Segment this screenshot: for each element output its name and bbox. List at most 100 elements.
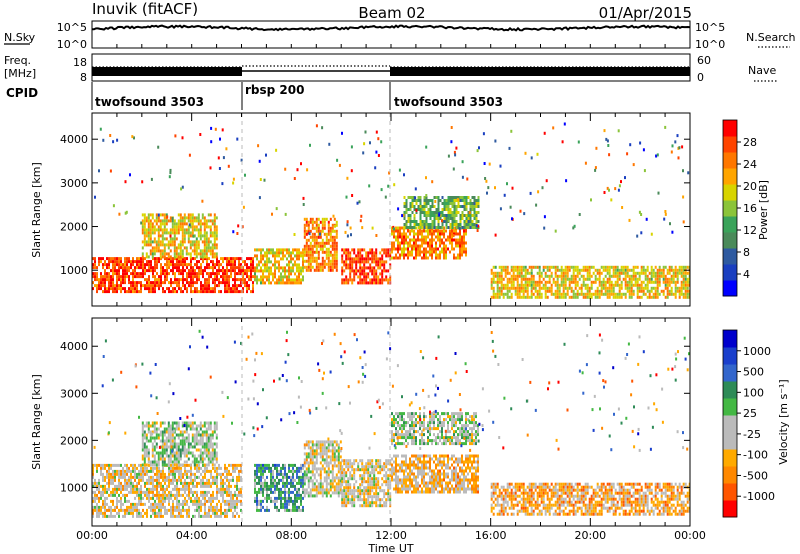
echo-cell xyxy=(644,277,647,281)
echo-cell xyxy=(188,481,190,485)
echo-cell xyxy=(114,478,116,482)
echo-cell xyxy=(201,433,204,437)
echo-cell xyxy=(145,216,148,220)
echo-cell xyxy=(534,295,537,299)
echo-cell xyxy=(471,214,474,217)
echo-cell xyxy=(151,448,154,452)
echo-cell xyxy=(202,257,204,261)
echo-cell xyxy=(628,218,631,222)
echo-cell xyxy=(417,232,419,236)
echo-cell xyxy=(148,269,150,273)
echo-cell xyxy=(224,272,226,276)
echo-cell xyxy=(272,254,274,258)
echo-cell xyxy=(210,126,213,130)
echo-cell xyxy=(628,277,631,281)
echo-cell xyxy=(510,280,513,284)
echo-cell xyxy=(169,430,172,434)
echo-cell xyxy=(532,286,535,290)
echo-cell xyxy=(425,214,428,217)
echo-cell xyxy=(429,241,431,245)
echo-cell xyxy=(654,286,657,290)
echo-cell xyxy=(190,275,192,279)
echo-cell xyxy=(498,289,501,293)
echo-cell xyxy=(654,289,657,293)
echo-cell xyxy=(106,278,108,282)
echo-cell xyxy=(114,463,116,467)
echo-cell xyxy=(307,262,310,266)
echo-cell xyxy=(441,232,443,236)
echo-cell xyxy=(150,496,152,500)
echo-cell xyxy=(558,295,561,299)
echo-cell xyxy=(401,238,403,242)
echo-cell xyxy=(221,128,224,132)
echo-cell xyxy=(215,237,218,241)
echo-cell xyxy=(160,469,162,473)
echo-cell xyxy=(172,472,174,476)
echo-cell xyxy=(195,240,198,244)
echo-cell xyxy=(278,266,280,270)
echo-cell xyxy=(260,251,262,255)
echo-cell xyxy=(506,295,509,299)
echo-cell xyxy=(473,196,476,199)
echo-cell xyxy=(602,286,605,290)
echo-cell xyxy=(145,463,148,467)
echo-cell xyxy=(600,292,603,296)
echo-cell xyxy=(636,295,639,299)
echo-cell xyxy=(449,223,452,226)
echo-cell xyxy=(224,481,226,485)
echo-cell xyxy=(210,260,212,264)
echo-cell xyxy=(658,268,661,272)
echo-cell xyxy=(415,241,417,245)
echo-cell xyxy=(124,263,126,267)
echo-cell xyxy=(473,202,476,205)
echo-cell xyxy=(168,508,170,512)
echo-cell xyxy=(598,268,601,272)
echo-cell xyxy=(576,292,579,296)
echo-cell xyxy=(616,295,619,299)
echo-cell xyxy=(118,272,120,276)
echo-cell xyxy=(158,278,160,282)
colorbar-swatch xyxy=(723,184,737,201)
echo-cell xyxy=(455,214,458,217)
echo-cell xyxy=(178,284,180,288)
echo-cell xyxy=(167,427,170,431)
echo-cell xyxy=(461,244,463,248)
echo-cell xyxy=(628,295,631,299)
echo-cell xyxy=(465,220,468,223)
echo-cell xyxy=(335,220,338,224)
echo-cell xyxy=(200,481,202,485)
echo-cell xyxy=(166,496,168,500)
echo-cell xyxy=(112,478,114,482)
echo-cell xyxy=(140,284,142,288)
echo-cell xyxy=(152,266,154,270)
echo-cell xyxy=(664,265,667,269)
echo-cell xyxy=(157,436,160,440)
echo-cell xyxy=(205,436,208,440)
echo-cell xyxy=(315,268,318,272)
echo-cell xyxy=(266,508,268,512)
echo-cell xyxy=(204,469,206,473)
echo-cell xyxy=(429,232,431,236)
echo-cell xyxy=(421,250,423,254)
echo-cell xyxy=(102,514,104,518)
echo-cell xyxy=(141,463,144,467)
echo-cell xyxy=(292,281,294,285)
echo-cell xyxy=(360,214,363,218)
echo-cell xyxy=(138,496,140,500)
echo-cell xyxy=(303,253,306,257)
echo-cell xyxy=(315,124,318,128)
echo-cell xyxy=(160,496,162,500)
echo-cell xyxy=(341,278,344,282)
echo-cell xyxy=(578,268,581,272)
echo-cell xyxy=(552,280,555,284)
echo-cell xyxy=(427,199,430,202)
echo-cell xyxy=(524,151,527,155)
echo-cell xyxy=(473,223,476,226)
echo-cell xyxy=(518,268,521,272)
echo-cell xyxy=(192,290,194,294)
echo-cell xyxy=(187,424,190,428)
echo-cell xyxy=(473,226,476,229)
echo-cell xyxy=(590,286,593,290)
echo-cell xyxy=(256,278,258,282)
echo-cell xyxy=(564,286,567,290)
